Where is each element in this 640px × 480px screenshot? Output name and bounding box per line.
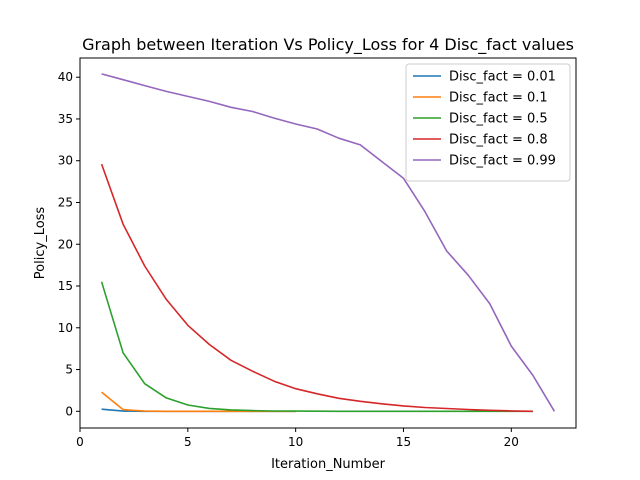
y-axis-ticks: 0 5 10 15 20 25 30 35 40	[58, 70, 80, 418]
legend-entry: Disc_fact = 0.5	[449, 112, 548, 127]
x-tick-label: 5	[184, 435, 192, 449]
legend-frame	[405, 63, 571, 182]
y-tick-label: 0	[65, 404, 73, 418]
x-axis-ticks: 0 5 10 15 20	[76, 428, 519, 449]
y-tick-label: 20	[58, 237, 73, 251]
y-axis-label: Policy_Loss	[33, 207, 48, 280]
y-tick-label: 25	[58, 195, 73, 209]
y-tick-label: 15	[58, 279, 73, 293]
axes-frame	[79, 57, 577, 429]
legend-entry: Disc_fact = 0.1	[449, 91, 548, 106]
legend: Disc_fact = 0.01 Disc_fact = 0.1 Disc_fact…	[405, 63, 571, 182]
series-line	[100, 163, 533, 413]
x-tick-label: 15	[396, 435, 411, 449]
x-tick-label: 10	[288, 435, 303, 449]
series-lines	[100, 73, 556, 413]
x-tick-label: 20	[504, 435, 519, 449]
y-tick-label: 35	[58, 112, 73, 126]
y-tick-label: 10	[58, 321, 73, 335]
y-tick-label: 5	[65, 363, 73, 377]
legend-entry: Disc_fact = 0.01	[449, 70, 556, 85]
series-line	[100, 281, 533, 413]
legend-entry: Disc_fact = 0.8	[449, 133, 548, 148]
chart-title: Graph between Iteration Vs Policy_Loss f…	[82, 35, 574, 55]
x-axis-label: Iteration_Number	[271, 457, 386, 472]
legend-entry: Disc_fact = 0.99	[449, 154, 556, 169]
y-tick-label: 40	[58, 70, 73, 84]
series-line	[101, 73, 556, 412]
x-tick-label: 0	[76, 435, 84, 449]
y-tick-label: 30	[58, 154, 73, 168]
